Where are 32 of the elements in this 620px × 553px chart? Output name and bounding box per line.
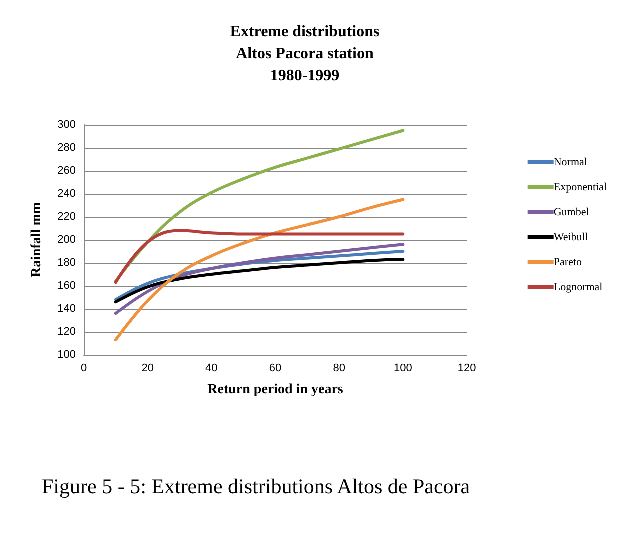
line-series [114,258,405,304]
y-tick-label: 200 [58,234,76,246]
line-series [114,198,405,342]
x-tick-label: 60 [269,362,282,374]
legend-label: Weibull [554,232,588,244]
legend-label: Pareto [554,256,582,268]
x-tick-label: 80 [333,362,346,374]
y-tick-label: 140 [58,303,76,315]
y-tick-label: 220 [58,211,76,223]
x-tick-label: 100 [394,362,412,374]
x-axis-title: Return period in years [208,382,344,398]
y-tick-label: 280 [58,142,76,154]
line-series [114,243,405,316]
y-tick-label: 160 [58,280,76,292]
chart-title: Extreme distributions Altos Pacora station 1980-1999 [230,24,380,84]
y-tick-label: 240 [58,188,76,200]
legend-label: Normal [554,156,588,168]
y-tick-label: 260 [58,165,76,177]
legend-label: Exponential [554,182,608,194]
caption: Figure 5 - 5: Extreme distributions Altos de Pacora [42,474,471,498]
legend-label: Gumbel [554,206,590,218]
y-tick-label: 300 [58,119,76,131]
x-tick-label: 40 [206,362,218,374]
legend-label: Lognormal [554,282,603,294]
y-tick-label: 120 [58,326,76,338]
x-tick-label: 20 [142,362,154,374]
y-tick-label: 180 [58,257,76,269]
x-tick-label: 0 [80,362,88,374]
y-axis-title: Rainfall mm [30,202,44,278]
line-series [114,229,405,284]
y-tick-label: 100 [58,349,76,361]
x-tick-label: 120 [458,362,476,374]
